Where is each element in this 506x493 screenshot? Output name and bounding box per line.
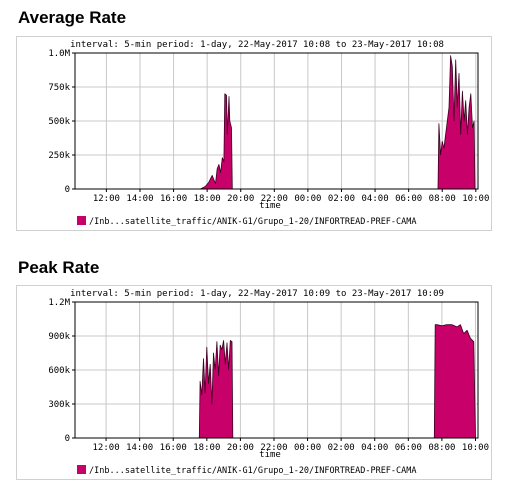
y-tick-label: 0	[65, 434, 70, 444]
y-tick-label: 300k	[48, 400, 70, 410]
x-tick-label: 06:00	[395, 443, 422, 453]
series-area	[200, 55, 476, 190]
series-area	[198, 324, 476, 439]
x-tick-label: 10:00	[462, 194, 489, 204]
x-tick-label: 12:00	[93, 194, 120, 204]
plot-frame-overlay	[74, 52, 479, 190]
x-tick-label: 12:00	[93, 443, 120, 453]
y-tick-label: 900k	[48, 332, 70, 342]
x-tick-label: 22:00	[261, 194, 288, 204]
x-tick-label: 06:00	[395, 194, 422, 204]
y-tick-label: 1.2M	[48, 298, 70, 308]
x-tick-label: 16:00	[160, 443, 187, 453]
y-tick-label: 1.0M	[48, 49, 70, 59]
x-tick-label: 04:00	[361, 443, 388, 453]
average-rate-chart-panel: interval: 5-min period: 1-day, 22-May-20…	[16, 36, 492, 231]
y-tick-label: 0	[65, 185, 70, 195]
interval-caption: interval: 5-min period: 1-day, 22-May-20…	[70, 289, 444, 299]
x-axis-title: time	[259, 201, 281, 211]
x-tick-label: 00:00	[294, 443, 321, 453]
x-tick-label: 02:00	[328, 194, 355, 204]
x-tick-label: 00:00	[294, 194, 321, 204]
y-tick-label: 500k	[48, 117, 70, 127]
y-tick-label: 250k	[48, 151, 70, 161]
x-tick-label: 02:00	[328, 443, 355, 453]
x-tick-label: 16:00	[160, 194, 187, 204]
legend-swatch	[77, 216, 86, 225]
average-rate-heading: Average Rate	[18, 8, 127, 27]
interval-caption: interval: 5-min period: 1-day, 22-May-20…	[70, 40, 444, 50]
legend-label: /Inb...satellite_traffic/ANIK-G1/Grupo_1…	[89, 217, 417, 227]
plot-frame-overlay	[74, 301, 479, 439]
x-tick-label: 08:00	[428, 443, 455, 453]
average-rate-chart: interval: 5-min period: 1-day, 22-May-20…	[48, 40, 489, 227]
peak-rate-heading: Peak Rate	[18, 258, 100, 277]
x-axis-title: time	[259, 450, 281, 460]
y-tick-label: 600k	[48, 366, 70, 376]
peak-rate-chart-panel: interval: 5-min period: 1-day, 22-May-20…	[16, 285, 492, 480]
x-tick-label: 18:00	[193, 443, 220, 453]
legend-swatch	[77, 465, 86, 474]
y-tick-label: 750k	[48, 83, 70, 93]
x-tick-label: 08:00	[429, 194, 456, 204]
x-tick-label: 14:00	[126, 443, 153, 453]
legend-label: /Inb...satellite_traffic/ANIK-G1/Grupo_1…	[89, 466, 417, 476]
x-tick-label: 20:00	[227, 194, 254, 204]
x-tick-label: 22:00	[260, 443, 287, 453]
peak-rate-chart: interval: 5-min period: 1-day, 22-May-20…	[48, 289, 489, 476]
x-tick-label: 10:00	[462, 443, 489, 453]
x-tick-label: 14:00	[126, 194, 153, 204]
x-tick-label: 04:00	[362, 194, 389, 204]
x-tick-label: 20:00	[227, 443, 254, 453]
x-tick-label: 18:00	[194, 194, 221, 204]
